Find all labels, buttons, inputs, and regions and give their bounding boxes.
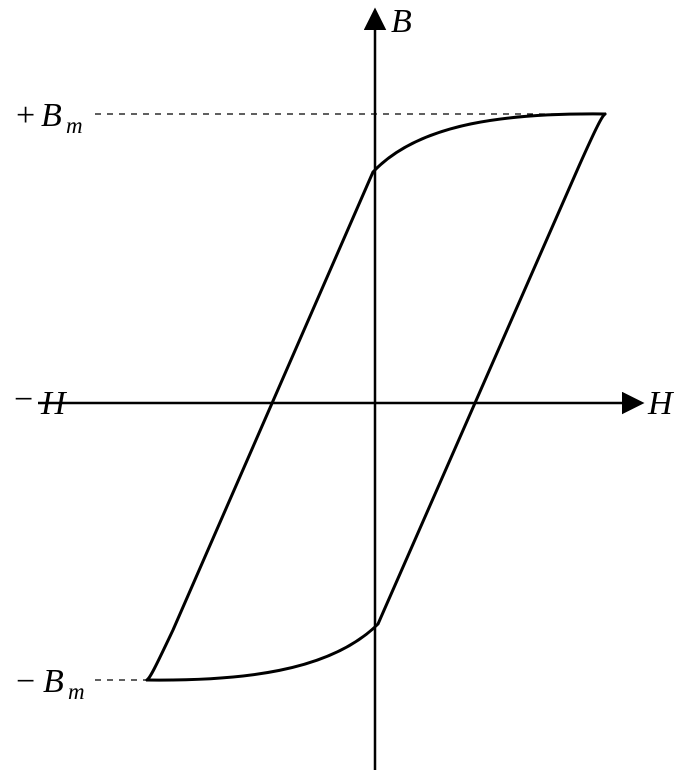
- label-bm-negative-sign: −: [16, 663, 35, 700]
- axis-label-b: B: [391, 3, 412, 40]
- label-bm-negative-b: B: [43, 663, 64, 700]
- axis-label-h-negative: H: [40, 385, 68, 422]
- label-bm-positive-b: B: [41, 97, 62, 134]
- axis-label-h-positive: H: [647, 385, 675, 422]
- axis-label-h-negative-sign: −: [14, 381, 33, 418]
- label-bm-negative-sub: m: [68, 679, 85, 704]
- label-bm-positive-sub: m: [66, 113, 83, 138]
- label-bm-positive-sign: +: [16, 97, 35, 134]
